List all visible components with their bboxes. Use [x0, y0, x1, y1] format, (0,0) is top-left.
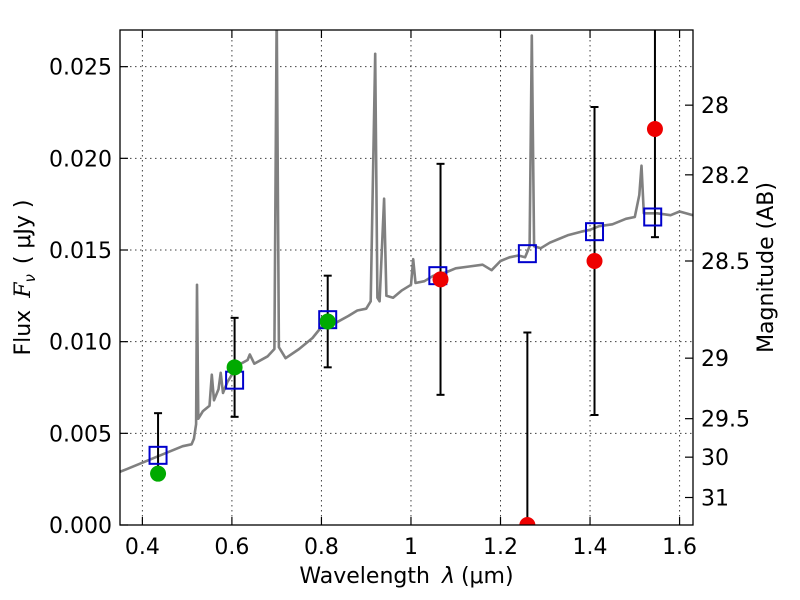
- y-tick-label: 0.005: [49, 422, 112, 447]
- y2-axis-title: Magnitude (AB): [754, 182, 779, 353]
- y2-tick-label: 28.2: [701, 164, 750, 189]
- plot-frame: [119, 29, 694, 526]
- y2-tick-label: 28: [701, 94, 729, 119]
- y2-tick-label: 29: [701, 347, 729, 372]
- observed-photometry-point: [646, 121, 663, 137]
- observed-photometry-point: [319, 313, 336, 330]
- template-spectrum-line: [120, 30, 693, 474]
- x-tick-label: 1.6: [662, 535, 697, 560]
- y-tick-label: 0.015: [49, 239, 112, 264]
- model-photometry-square: [517, 244, 537, 264]
- plot-area: [120, 30, 693, 525]
- x-tick-label: 1.4: [573, 535, 608, 560]
- y-tick-label: 0.010: [49, 331, 112, 356]
- y2-tick-label: 30: [701, 446, 729, 471]
- y2-tick-label: 28.5: [701, 250, 750, 275]
- y2-tick-label: 29.5: [701, 408, 750, 433]
- model-photometry-square: [148, 445, 168, 465]
- x-tick-label: 1.2: [483, 535, 518, 560]
- x-tick-label: 0.4: [125, 535, 160, 560]
- observed-photometry-point: [150, 465, 167, 482]
- y-tick-label: 0.000: [49, 514, 112, 539]
- observed-photometry-point: [586, 253, 603, 269]
- x-tick-label: 1: [404, 535, 418, 560]
- y-axis-title: FluxFν( μJy ): [11, 199, 39, 355]
- y-tick-label: 0.025: [49, 56, 112, 81]
- model-photometry-square: [643, 207, 663, 227]
- grid: [120, 30, 693, 525]
- x-tick-label: 0.6: [214, 535, 249, 560]
- x-axis-title: Wavelength λ (μm): [299, 564, 513, 589]
- x-tick-label: 0.8: [304, 535, 339, 560]
- y-tick-label: 0.020: [49, 147, 112, 172]
- axes: 0.4 0.6 0.8 1 1.2 1.4 1.6 0.000 0.005 0.010 0.015 0…: [49, 30, 750, 560]
- observed-photometry-point: [519, 517, 536, 525]
- observed-photometry-point: [432, 271, 449, 288]
- y2-tick-label: 31: [701, 487, 729, 512]
- model-photometry-square: [585, 222, 605, 242]
- observed-photometry-point: [226, 359, 243, 376]
